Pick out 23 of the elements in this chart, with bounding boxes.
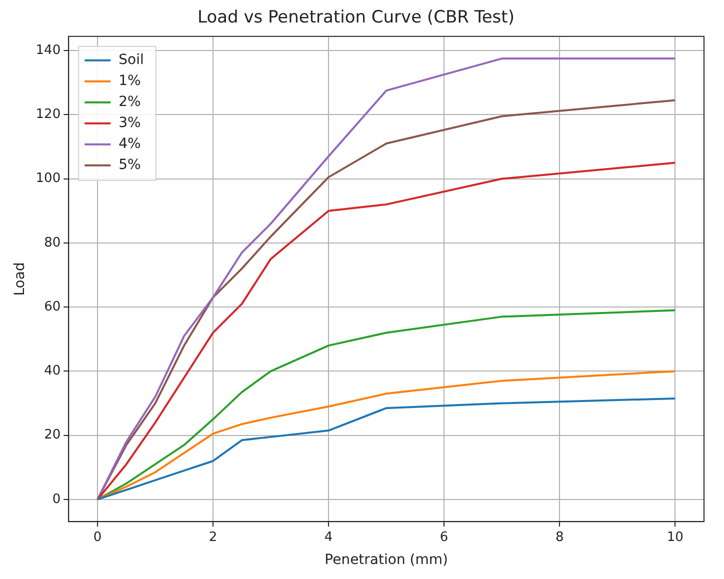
legend-label: 5%: [118, 157, 141, 174]
x-axis-title: Penetration (mm): [324, 552, 448, 568]
legend-label: Soil: [118, 52, 144, 68]
y-tick-label: 80: [44, 235, 61, 250]
y-tick-label: 140: [36, 42, 61, 58]
x-tick-label: 4: [324, 530, 333, 545]
x-tick-label: 6: [440, 530, 448, 545]
legend-label: 4%: [118, 136, 141, 152]
y-tick-label: 0: [52, 492, 61, 507]
legend-label: 2%: [118, 94, 141, 110]
x-tick-label: 2: [208, 530, 218, 545]
x-tick-label: 0: [93, 530, 102, 545]
x-tick-label: 10: [666, 530, 684, 545]
y-tick-label: 20: [44, 428, 61, 443]
y-axis-title: Load: [12, 262, 28, 296]
legend-label: 3%: [118, 115, 141, 132]
y-tick-label: 120: [36, 107, 61, 122]
y-tick-label: 60: [44, 299, 61, 314]
legend-label: 1%: [118, 73, 141, 90]
x-tick-label: 8: [555, 530, 564, 545]
y-tick-label: 40: [44, 364, 61, 379]
y-tick-label: 100: [36, 171, 61, 186]
chart-title: Load vs Penetration Curve (CBR Test): [198, 8, 514, 28]
